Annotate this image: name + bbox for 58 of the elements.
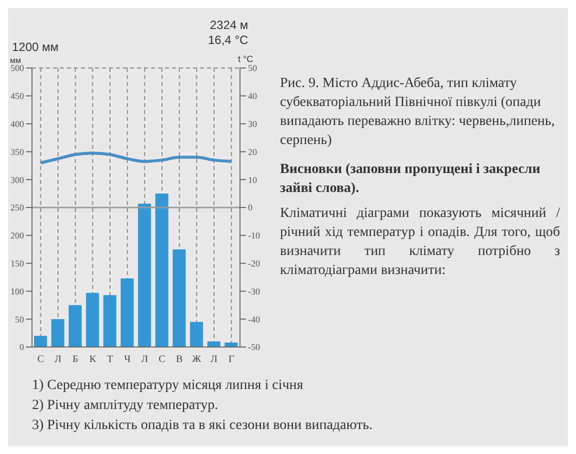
y-tick-label: 450 (10, 91, 24, 102)
bar (172, 249, 186, 347)
bar (207, 341, 220, 347)
x-tick-label: С (158, 354, 166, 366)
x-tick-label: Ж (192, 354, 202, 366)
y2-tick-label: -50 (248, 342, 260, 352)
x-tick-label: С (37, 354, 44, 366)
x-tick-label: Л (210, 354, 218, 366)
y-tick-label: 250 (10, 202, 24, 213)
y2-tick-label: -20 (248, 258, 260, 268)
x-tick-label: Ч (124, 354, 132, 366)
y2-tick-label: -40 (248, 314, 260, 324)
text: 2) Річну амплітуду температур. (32, 397, 220, 415)
y2-tick-label: -10 (248, 230, 260, 241)
y-tick-label: 400 (10, 118, 24, 129)
text: Кліматичні діаграми показують місячний / річний хід температур і опадів. Для того, щоб визначити тип клімату потрібно з кліматодіаграми визначити: (280, 205, 560, 280)
bar (86, 292, 99, 347)
bar (138, 204, 151, 347)
text: 16,4 °C (208, 33, 248, 48)
bar (190, 322, 203, 347)
x-tick-label: Б (72, 354, 78, 366)
y2-tick-label: 30 (248, 118, 258, 129)
text: 1200 мм (12, 40, 59, 54)
y2-tick-label: 50 (248, 63, 258, 74)
bar (51, 319, 64, 347)
text: Висновки (заповни пропущені і закресли зайві слова). (280, 161, 542, 198)
bar (68, 305, 82, 347)
y2-tick-label: 10 (248, 174, 258, 185)
bar (34, 336, 47, 347)
bar (120, 278, 134, 347)
text: 3) Річну кількість опадів та в які сезони вони випадають. (32, 417, 374, 435)
text: 1) Середню температуру місяця липня і січня (32, 377, 304, 395)
y-tick-label: 100 (10, 286, 24, 296)
y2-tick-label: 20 (248, 146, 258, 157)
x-tick-label: Л (141, 354, 148, 366)
y-tick-label: 0 (20, 342, 24, 352)
y-tick-label: 500 (10, 63, 24, 74)
y-tick-label: 300 (10, 174, 24, 185)
y2-axis-title: t °C (238, 54, 254, 64)
y2-tick-label: 0 (248, 202, 253, 213)
bar (103, 295, 116, 347)
line-series (39, 152, 233, 164)
x-tick-label: В (176, 354, 183, 366)
x-tick-label: Л (54, 354, 62, 366)
y-tick-label: 200 (10, 230, 24, 241)
x-tick-label: Г (228, 354, 234, 366)
y-tick-label: 50 (15, 314, 24, 324)
y2-tick-label: -30 (248, 286, 260, 296)
y-tick-label: 150 (10, 258, 24, 268)
text: Рис. 9. Місто Аддис-Абеба, тип клімату субекваторіальний Північної півкулі (опади випадають переважно влітку: червень,липень, серпень) (280, 75, 556, 150)
y-axis-title: мм (10, 56, 21, 65)
y2-tick-label: 40 (248, 91, 258, 102)
x-tick-label: К (89, 354, 96, 366)
bar (224, 342, 238, 347)
text: 2324 м (208, 18, 248, 33)
y-tick-label: 350 (10, 146, 24, 157)
x-tick-label: Т (106, 354, 114, 366)
bar (155, 194, 168, 347)
